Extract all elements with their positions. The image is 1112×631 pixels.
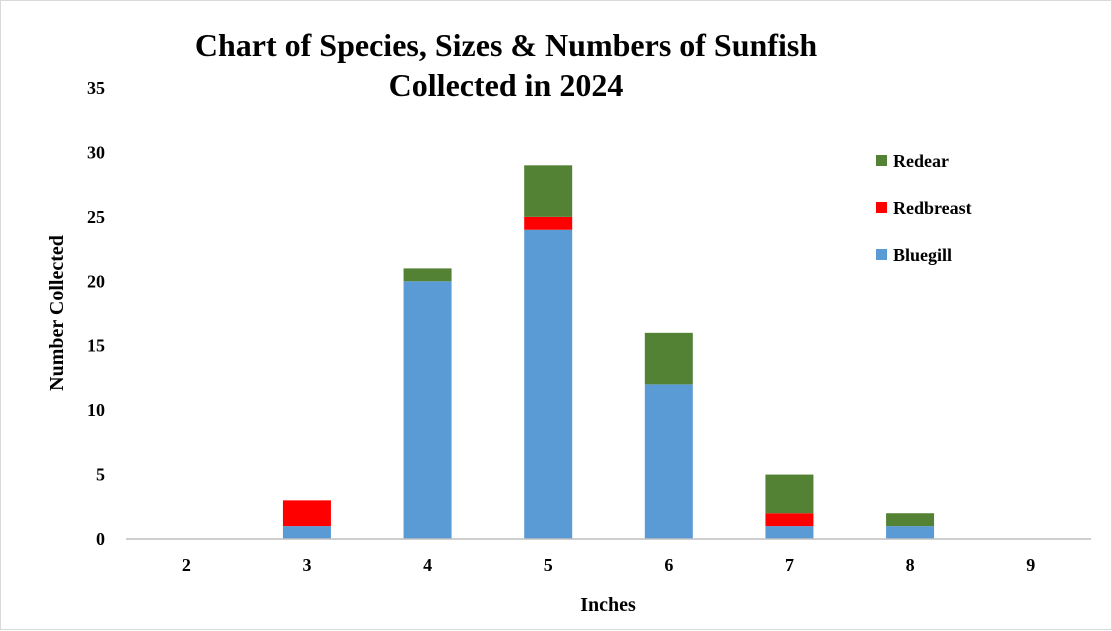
legend: Redear Redbreast Bluegill <box>876 151 972 265</box>
x-tick-label: 6 <box>664 555 673 575</box>
y-tick-label: 20 <box>87 271 105 291</box>
bar-redear-7-inches <box>765 474 814 514</box>
legend-swatch-redbreast <box>876 202 887 213</box>
bar-bluegill-7-inches <box>765 526 814 539</box>
x-tick-label: 4 <box>423 555 432 575</box>
legend-label-bluegill: Bluegill <box>893 245 952 265</box>
bar-bluegill-6-inches <box>644 384 693 539</box>
y-tick-label: 10 <box>87 400 105 420</box>
bar-redear-5-inches <box>524 165 573 217</box>
chart-title-line2: Collected in 2024 <box>389 67 624 103</box>
bar-bluegill-8-inches <box>886 526 935 539</box>
y-tick-labels: 0 5 10 15 20 25 30 35 <box>87 78 105 549</box>
y-tick-label: 5 <box>96 465 105 485</box>
bar-bluegill-3-inches <box>282 526 331 539</box>
legend-label-redbreast: Redbreast <box>893 198 972 218</box>
y-tick-label: 15 <box>87 336 105 356</box>
bar-redear-6-inches <box>644 332 693 385</box>
bar-bluegill-5-inches <box>524 229 573 539</box>
x-tick-label: 9 <box>1026 555 1035 575</box>
legend-label-redear: Redear <box>893 151 949 171</box>
bar-redbreast-3-inches <box>282 500 331 527</box>
bar-redear-4-inches <box>403 268 452 282</box>
bar-redear-8-inches <box>886 513 935 527</box>
y-tick-label: 35 <box>87 78 105 98</box>
x-axis-title: Inches <box>580 594 636 616</box>
legend-swatch-redear <box>876 155 887 166</box>
x-tick-labels: 2 3 4 5 6 7 8 9 <box>182 555 1035 575</box>
y-tick-label: 0 <box>96 529 105 549</box>
bars-group <box>282 165 935 539</box>
x-tick-label: 3 <box>302 555 311 575</box>
bar-redbreast-5-inches <box>524 216 573 230</box>
y-tick-label: 25 <box>87 207 105 227</box>
chart-title-line1: Chart of Species, Sizes & Numbers of Sun… <box>195 27 817 63</box>
x-tick-label: 5 <box>544 555 553 575</box>
y-tick-label: 30 <box>87 142 105 162</box>
legend-swatch-bluegill <box>876 249 887 260</box>
bar-redbreast-7-inches <box>765 513 814 527</box>
y-axis-title: Number Collected <box>46 235 68 391</box>
x-tick-label: 2 <box>182 555 191 575</box>
bar-bluegill-4-inches <box>403 281 452 539</box>
x-tick-label: 8 <box>906 555 915 575</box>
x-tick-label: 7 <box>785 555 794 575</box>
